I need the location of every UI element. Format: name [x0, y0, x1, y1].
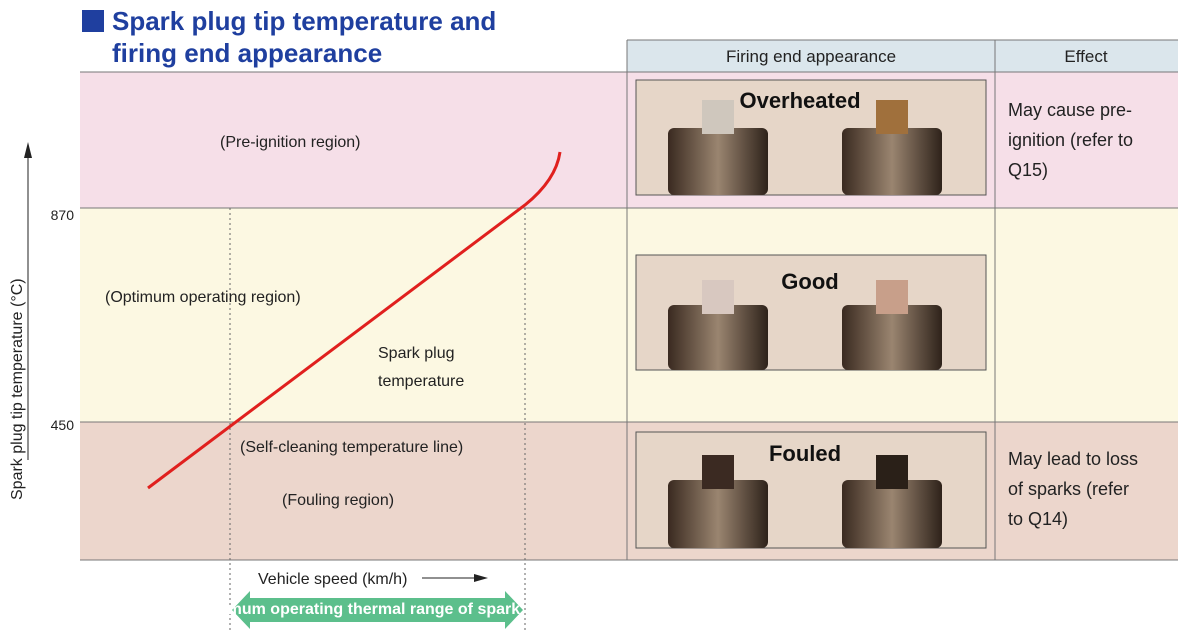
region-label: (Optimum operating region)	[105, 289, 301, 306]
effect-text: to Q14)	[1008, 509, 1068, 529]
x-axis-label: Vehicle speed (km/h)	[258, 571, 407, 588]
title-marker	[82, 10, 104, 32]
curve-label: Spark plug	[378, 345, 455, 362]
arrow-head	[474, 574, 488, 582]
region-label: (Self-cleaning temperature line)	[240, 439, 463, 456]
optimum-band	[80, 208, 1178, 422]
region-label: (Pre-ignition region)	[220, 134, 361, 151]
title-line: firing end appearance	[112, 38, 382, 68]
appearance-label: Good	[781, 269, 838, 294]
effect-text: Q15)	[1008, 160, 1048, 180]
tick-label: 450	[51, 417, 75, 433]
effect-text: ignition (refer to	[1008, 130, 1133, 150]
diagram: Spark plug tip temperature and firing en…	[0, 0, 1178, 633]
range-label: Optimum operating thermal range of spark…	[196, 601, 559, 618]
y-axis-label: Spark plug tip temperature (°C)	[9, 278, 26, 500]
curve-label: temperature	[378, 373, 464, 390]
tick-label: 870	[51, 207, 75, 223]
title-line: Spark plug tip temperature and	[112, 6, 496, 36]
arrow-head	[24, 142, 32, 158]
effect-text: May cause pre-	[1008, 100, 1132, 120]
appearance-label: Overheated	[739, 88, 860, 113]
header-effect: Effect	[1064, 47, 1107, 66]
region-label: (Fouling region)	[282, 492, 394, 509]
effect-text: of sparks (refer	[1008, 479, 1129, 499]
effect-text: May lead to loss	[1008, 449, 1138, 469]
appearance-label: Fouled	[769, 441, 841, 466]
header-appearance: Firing end appearance	[726, 47, 896, 66]
